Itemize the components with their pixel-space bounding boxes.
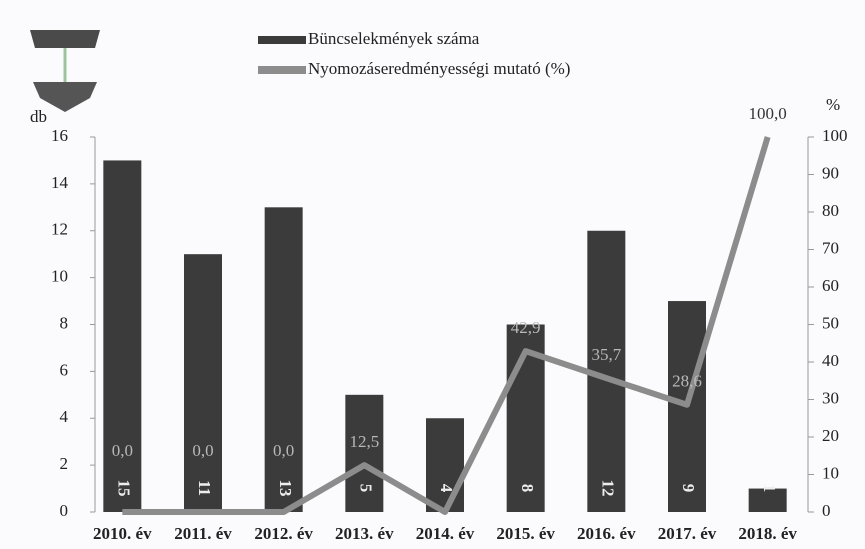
legend-label: Büncselekmények száma [308,29,480,48]
bar-value-label: 1 [760,484,779,493]
x-tick-label: 2012. év [254,524,313,543]
bar [103,160,142,512]
x-tick-label: 2015. év [496,524,555,543]
y2-tick-label: 50 [822,313,839,332]
logo [30,30,100,112]
y-tick-label: 0 [60,501,69,520]
bar-value-label: 9 [679,484,698,493]
line-value-label: 42,9 [511,318,541,337]
y2-tick-label: 60 [822,276,839,295]
bar-value-label: 15 [114,480,133,497]
x-tick-label: 2018. év [738,524,797,543]
y2-axis-label: % [826,95,840,114]
bar-value-label: 11 [195,480,214,496]
y2-tick-label: 0 [822,501,831,520]
line-value-label: 0,0 [112,441,133,460]
x-tick-label: 2014. év [416,524,475,543]
line-value-label: 100,0 [749,104,787,123]
bar-value-label: 8 [518,484,537,493]
y2-tick-label: 80 [822,201,839,220]
y-tick-label: 2 [60,454,69,473]
x-tick-label: 2016. év [577,524,636,543]
y-tick-label: 4 [60,407,69,426]
line-value-label: 0,0 [192,441,213,460]
bar [748,488,787,512]
y-axis-label: db [30,107,47,126]
y-tick-label: 6 [60,360,69,379]
bar-value-label: 13 [276,480,295,497]
y-tick-label: 12 [51,220,68,239]
y2-tick-label: 10 [822,463,839,482]
legend-swatch [258,36,306,44]
line-value-label: 28,6 [672,372,702,391]
y-tick-label: 16 [51,126,68,145]
y2-tick-label: 100 [822,126,848,145]
line [122,136,771,515]
line-value-label: 0,0 [273,441,294,460]
x-tick-label: 2010. év [93,524,152,543]
y2-tick-label: 40 [822,351,839,370]
y2-tick-label: 30 [822,388,839,407]
y-tick-label: 10 [51,267,68,286]
y2-tick-label: 70 [822,238,839,257]
bar-value-label: 12 [598,480,617,497]
legend-swatch [258,66,306,74]
bar [345,394,384,512]
y-tick-label: 8 [60,313,69,332]
x-tick-label: 2013. év [335,524,394,543]
line-value-label: 35,7 [591,345,621,364]
bar [264,207,303,512]
legend-label: Nyomozáseredményességi mutató (%) [308,59,570,78]
y-tick-label: 14 [51,173,69,192]
x-tick-label: 2017. év [658,524,717,543]
y2-tick-label: 90 [822,163,839,182]
bar [184,254,222,512]
y2-tick-label: 20 [822,426,839,445]
bar-value-label: 4 [437,484,456,493]
x-tick-label: 2011. év [174,524,232,543]
line-value-label: 12,5 [349,432,379,451]
bar [426,418,464,512]
bar-value-label: 5 [356,484,375,493]
